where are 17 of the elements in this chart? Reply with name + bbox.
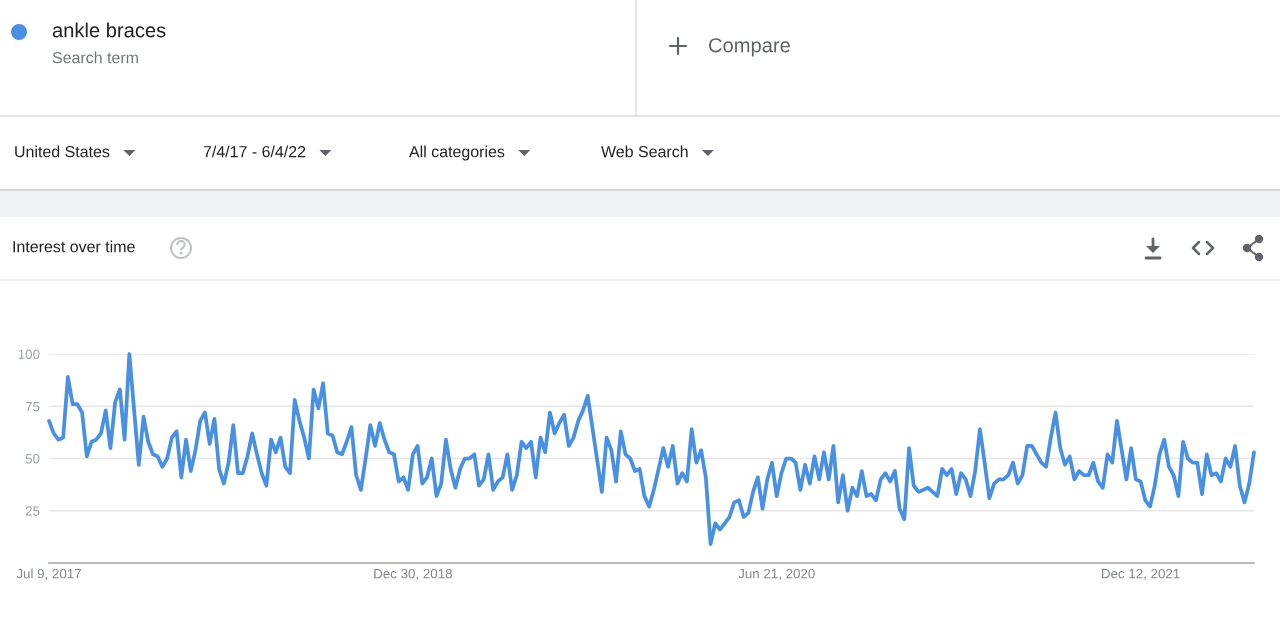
x-tick-label: Jul 9, 2017 [16,568,81,580]
y-tick-label: 50 [25,454,40,464]
text: Search term [52,51,138,64]
x-tick-label: Dec 30, 2018 [374,568,452,580]
x-tick-label: Jun 21, 2020 [738,568,815,580]
x-tick-label: Dec 12, 2021 [1102,568,1180,580]
y-tick-label: 75 [25,401,40,412]
y-tick-label: 100 [18,349,40,359]
legend-label: ankle braces [52,22,166,38]
text: All categories [409,145,505,161]
text: 7/4/17 - 6/4/22 [203,145,306,158]
text: United States [15,145,110,158]
line-series [47,352,1256,547]
chart-title: Interest over time [13,240,135,253]
y-tick-label: 25 [25,506,40,516]
text: Compare [709,38,790,57]
text: Web Search [601,145,688,158]
